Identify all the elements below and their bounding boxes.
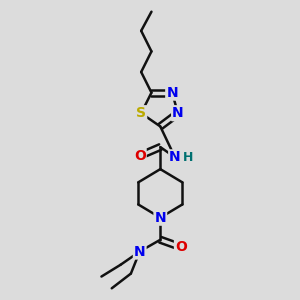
Text: O: O [175,240,187,254]
Text: S: S [136,106,146,120]
Text: N: N [134,244,146,259]
Text: N: N [172,106,184,120]
Text: H: H [183,151,194,164]
Text: N: N [154,211,166,225]
Text: O: O [134,149,146,163]
Text: N: N [169,150,181,164]
Text: N: N [166,85,178,100]
